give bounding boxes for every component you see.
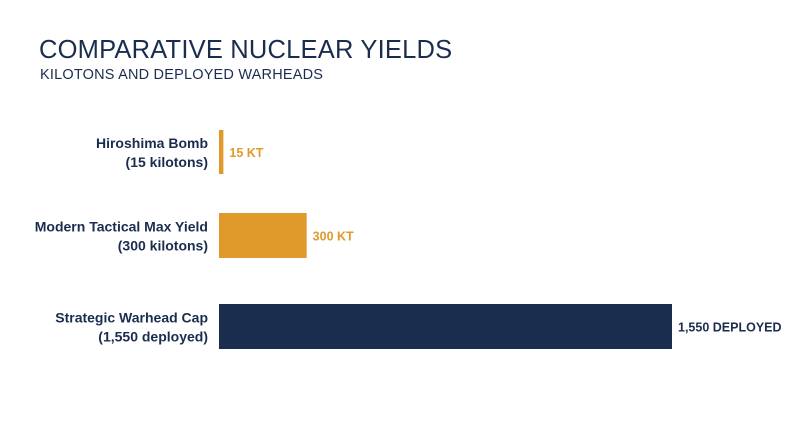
chart-subtitle: KILOTONS AND DEPLOYED WARHEADS bbox=[40, 67, 324, 83]
category-label: Hiroshima Bomb (15 kilotons) bbox=[96, 135, 208, 170]
category-label-line: (300 kilotons) bbox=[118, 238, 208, 254]
bar-strategic-warhead-cap bbox=[219, 304, 672, 349]
bar-hiroshima-bomb bbox=[219, 130, 224, 174]
bar-modern-tactical-max-yield bbox=[219, 213, 307, 258]
bar-group-strategic-warhead-cap: Strategic Warhead Cap (1,550 deployed) 1,5… bbox=[55, 304, 782, 349]
category-label: Strategic Warhead Cap (1,550 deployed) bbox=[55, 310, 208, 345]
data-label: 300 KT bbox=[313, 230, 354, 244]
category-label-line: Strategic Warhead Cap bbox=[55, 310, 208, 326]
data-label: 1,550 DEPLOYED bbox=[678, 321, 782, 335]
bar-group-hiroshima-bomb: Hiroshima Bomb (15 kilotons) 15 KT bbox=[96, 130, 264, 174]
category-label-line: (1,550 deployed) bbox=[98, 329, 208, 345]
category-label-line: Modern Tactical Max Yield bbox=[35, 219, 208, 235]
chart-title: COMPARATIVE NUCLEAR YIELDS bbox=[39, 36, 453, 64]
data-label: 15 KT bbox=[229, 146, 263, 160]
category-label-line: (15 kilotons) bbox=[126, 154, 208, 170]
category-label: Modern Tactical Max Yield (300 kilotons) bbox=[35, 219, 208, 254]
category-label-line: Hiroshima Bomb bbox=[96, 135, 208, 151]
bar-group-modern-tactical-max-yield: Modern Tactical Max Yield (300 kilotons) 3… bbox=[35, 213, 354, 258]
